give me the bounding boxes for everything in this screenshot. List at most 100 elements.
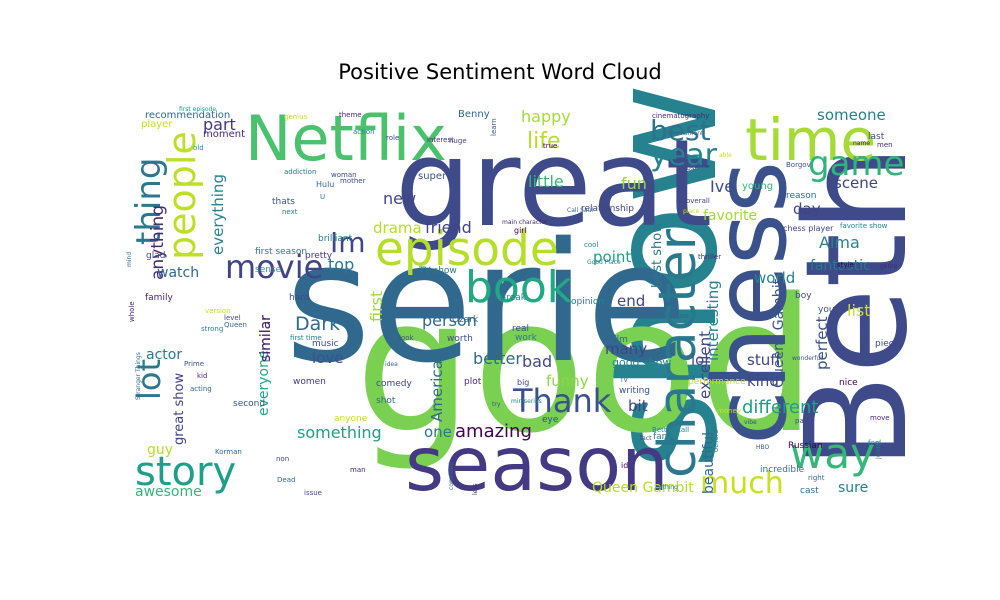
word-day: day — [793, 200, 821, 218]
word-fact: fact — [640, 435, 652, 442]
word-best-show: best show — [650, 222, 665, 288]
word-someone: someone — [817, 106, 886, 124]
word-issue: issue — [304, 489, 322, 497]
word-dark: Dark — [295, 313, 340, 335]
word-friend: friend — [425, 218, 472, 237]
word-serie: serie — [285, 207, 688, 399]
word-similar: similar — [258, 315, 274, 362]
word-happy: happy — [521, 107, 571, 126]
word-player: player — [141, 119, 173, 130]
word-different: different — [742, 397, 818, 418]
word-women: women — [293, 377, 326, 387]
word-favorite: favorite — [703, 208, 757, 224]
word-huge: huge — [449, 137, 467, 145]
word-queen: Queen — [224, 321, 247, 329]
word-scene: scene — [834, 174, 878, 192]
word-beth: Beth — [776, 144, 939, 470]
word-worth: worth — [447, 334, 473, 344]
word-genius: genius — [284, 113, 308, 121]
word-end: end — [617, 292, 645, 310]
word-lol: lol — [691, 351, 709, 369]
word-borgov: Borgov — [786, 161, 811, 169]
word-wonderful: wonderful — [792, 355, 822, 362]
word-thank: Thank — [512, 382, 612, 420]
word-better-call: Better Call — [652, 426, 689, 434]
word-book: book — [465, 262, 573, 313]
word-real: real — [512, 324, 529, 334]
word-fan: fan — [653, 432, 667, 442]
word-level: level — [224, 314, 241, 322]
word-comedy: comedy — [376, 379, 412, 389]
word-glad: glad — [146, 251, 165, 261]
word-kid: kid — [197, 372, 207, 380]
word-piece: piece — [875, 339, 900, 349]
word-night: night — [484, 197, 491, 213]
word-great: great — [395, 115, 712, 254]
word-im: Im — [330, 226, 366, 259]
word-family: family — [145, 293, 173, 303]
word-girl: girl — [514, 226, 527, 235]
word-pretty: pretty — [305, 251, 333, 261]
word-incredible: incredible — [760, 465, 805, 475]
word-season: season — [405, 420, 669, 508]
word-good-place: Good Place — [587, 259, 621, 266]
word-tv: TV — [619, 377, 629, 384]
word-opinion: opinion — [571, 297, 604, 307]
word-comment: comment — [448, 461, 455, 490]
word-little: little — [528, 172, 564, 191]
word-bit: bit — [628, 397, 648, 415]
word-kind: kind — [747, 372, 779, 390]
word-film: film — [611, 335, 628, 345]
word-right: right — [808, 474, 825, 482]
word-hill-house: Hill House — [654, 312, 689, 320]
word-performance: performance — [688, 377, 746, 387]
word-place: place — [683, 208, 699, 215]
word-good-show: good show — [612, 356, 671, 369]
word-id: id — [621, 461, 628, 470]
word-overall: overall — [686, 197, 710, 205]
word-movie: movie — [225, 248, 323, 286]
word-watch: watch — [157, 265, 199, 281]
word-fantastic: fantastic — [810, 258, 871, 274]
word-something: something — [297, 423, 382, 442]
word-first-time: first time — [290, 334, 322, 342]
word-woman: woman — [331, 171, 357, 179]
word-russian: Russian — [788, 441, 823, 451]
word-main-character: main character — [502, 219, 548, 226]
word-boy: boy — [795, 291, 812, 301]
word-better: better — [473, 349, 522, 368]
word-chess: chess — [692, 161, 809, 445]
word-super: super — [418, 171, 447, 182]
word-work: work — [515, 333, 538, 343]
word-everything: everything — [209, 174, 227, 255]
word-writing: writing — [619, 386, 650, 396]
word-theme: theme — [339, 111, 362, 119]
word-recommendation: recommendation — [145, 110, 230, 121]
word-favorite-show: favorite show — [840, 222, 888, 230]
word-world: world — [754, 269, 795, 287]
word-big: big — [517, 378, 529, 387]
word-addiction: addiction — [284, 168, 316, 176]
word-stuff: stuff — [747, 351, 781, 369]
word-anything: anything — [148, 205, 168, 280]
word-hbo: HBO — [756, 444, 770, 451]
word-non: non — [276, 455, 289, 463]
word-prime: Prime — [184, 360, 204, 368]
word-less: less — [472, 483, 479, 495]
word-thats: thats — [272, 197, 295, 207]
word-first-episode: first episode — [179, 106, 216, 113]
word-drama: drama — [373, 219, 422, 237]
word-show: show — [577, 82, 751, 470]
word-tournament: tournament — [668, 130, 704, 137]
word-cinematography: cinematography — [652, 112, 709, 120]
word-awesome: awesome — [135, 484, 202, 500]
word-relationship: relationship — [581, 204, 634, 214]
word-fun: fun — [621, 174, 647, 193]
word-true: true — [543, 142, 557, 150]
word-part: part — [203, 115, 236, 134]
word-love: love — [312, 349, 343, 367]
word-korman: Korman — [215, 448, 242, 456]
word-anyone: anyone — [334, 414, 368, 424]
word-life: life — [527, 129, 561, 154]
